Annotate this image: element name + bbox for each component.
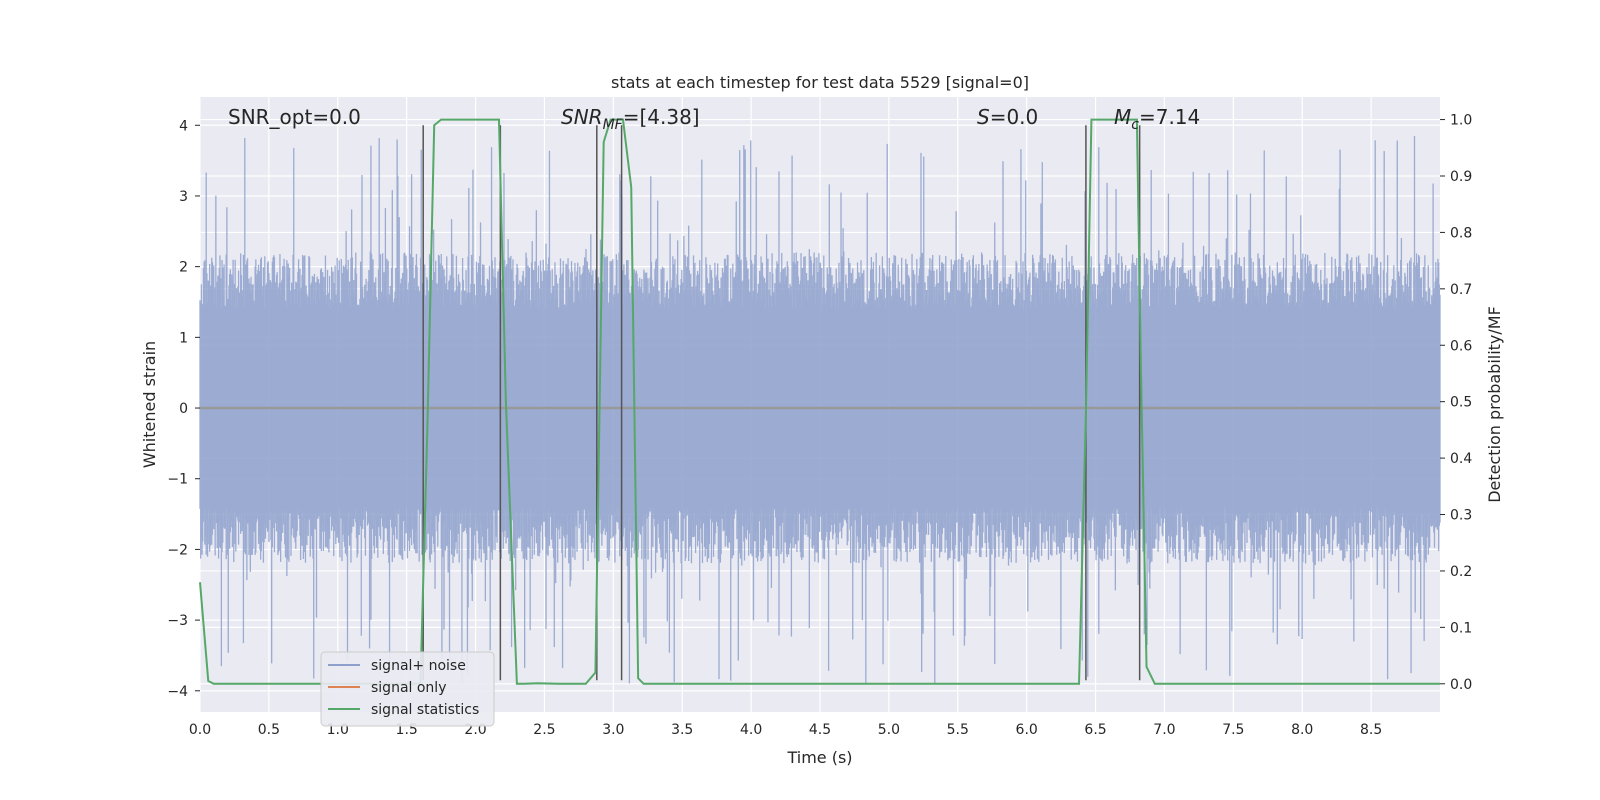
x-tick-label: 0.5 bbox=[258, 722, 280, 738]
y-right-tick-label: 0.2 bbox=[1450, 564, 1472, 580]
x-tick-label: 3.5 bbox=[671, 722, 693, 738]
legend-label-signal-only: signal only bbox=[371, 680, 446, 696]
annotation-s: S=0.0 bbox=[977, 105, 1038, 129]
x-tick-label: 4.5 bbox=[809, 722, 831, 738]
annotation-snr-opt: SNR_opt=0.0 bbox=[228, 105, 361, 129]
x-tick-label: 5.5 bbox=[947, 722, 969, 738]
annotation-snr-mf-value: =[4.38] bbox=[623, 105, 700, 129]
y-right-tick-label: 0.7 bbox=[1450, 282, 1472, 298]
y-right-tick-label: 0.8 bbox=[1450, 225, 1472, 241]
y-tick-labels: 4 3 2 1 0 −1 −2 −3 −4 bbox=[167, 118, 200, 700]
y-right-tick-label: 0.9 bbox=[1450, 169, 1472, 185]
annotation-s-main: S bbox=[977, 105, 990, 129]
x-tick-label: 8.5 bbox=[1360, 722, 1382, 738]
legend-label-signal-noise: signal+ noise bbox=[371, 658, 466, 674]
y-tick-label: −1 bbox=[167, 472, 188, 488]
annotation-mc: Mc=7.14 bbox=[1114, 105, 1200, 133]
y-right-tick-label: 1.0 bbox=[1450, 113, 1472, 129]
annotation-snr-mf-sub: MF bbox=[603, 117, 624, 133]
y-right-tick-label: 0.1 bbox=[1450, 620, 1472, 636]
y-right-tick-label: 0.3 bbox=[1450, 508, 1472, 524]
annotation-mc-main: M bbox=[1114, 105, 1131, 129]
x-tick-label: 6.0 bbox=[1016, 722, 1038, 738]
x-tick-label: 7.5 bbox=[1222, 722, 1244, 738]
y-tick-label: 3 bbox=[179, 189, 188, 205]
annotation-mc-value: =7.14 bbox=[1139, 105, 1200, 129]
signal-statistics-line bbox=[199, 118, 1440, 685]
x-tick-label: 0.0 bbox=[189, 722, 211, 738]
y-right-tick-label: 0.4 bbox=[1450, 451, 1472, 467]
legend: signal+ noise signal only signal statist… bbox=[320, 651, 495, 727]
annotation-s-value: =0.0 bbox=[990, 105, 1039, 129]
y-tick-label: 2 bbox=[179, 260, 188, 276]
y-tick-label: 1 bbox=[179, 330, 188, 346]
y-tick-label: −2 bbox=[167, 542, 188, 558]
annotation-snr-mf: SNRMF=[4.38] bbox=[561, 105, 700, 133]
x-tick-label: 6.5 bbox=[1084, 722, 1106, 738]
x-tick-label: 5.0 bbox=[878, 722, 900, 738]
y-axis-label: Whitened strain bbox=[140, 341, 159, 468]
x-tick-label: 4.0 bbox=[740, 722, 762, 738]
y-tick-label: 4 bbox=[179, 118, 188, 134]
legend-label-signal-statistics: signal statistics bbox=[371, 702, 479, 718]
x-axis-label: Time (s) bbox=[786, 748, 852, 767]
x-tick-label: 8.0 bbox=[1291, 722, 1313, 738]
y-right-axis-label: Detection probability/MF bbox=[1485, 306, 1504, 503]
x-tick-label: 3.0 bbox=[602, 722, 624, 738]
x-tick-label: 7.0 bbox=[1153, 722, 1175, 738]
annotation-mc-sub: c bbox=[1131, 117, 1139, 133]
y-right-tick-label: 0.5 bbox=[1450, 395, 1472, 411]
y-tick-label: 0 bbox=[179, 401, 188, 417]
x-tick-label: 2.5 bbox=[533, 722, 555, 738]
legend-box bbox=[320, 651, 495, 727]
chart-title: stats at each timestep for test data 552… bbox=[611, 73, 1029, 92]
y-tick-label: −4 bbox=[167, 684, 188, 700]
y-right-tick-label: 0.6 bbox=[1450, 338, 1472, 354]
y-tick-label: −3 bbox=[167, 613, 188, 629]
y-right-tick-label: 0.0 bbox=[1450, 677, 1472, 693]
annotation-snr-mf-main: SNR bbox=[561, 105, 603, 129]
y-right-tick-labels: 1.0 0.9 0.8 0.7 0.6 0.5 0.4 0.3 0.2 0.1 0.0 bbox=[1440, 113, 1472, 693]
